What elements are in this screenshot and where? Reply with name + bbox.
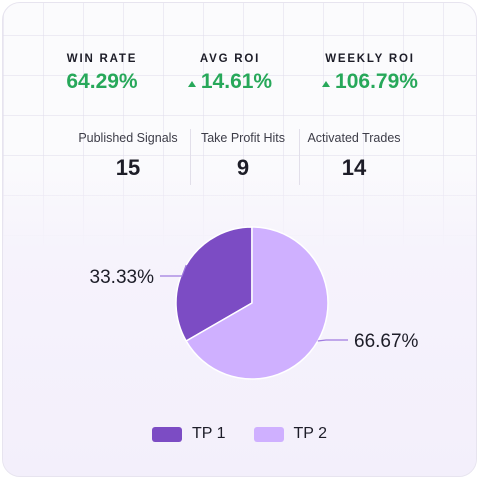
pie-leader-line xyxy=(317,339,348,342)
legend-label: TP 2 xyxy=(293,425,328,442)
pie-data-label: 33.33% xyxy=(90,267,155,288)
pie-slice-2[interactable] xyxy=(185,226,329,380)
stat-value: 15 xyxy=(115,155,141,180)
arrow-up-icon xyxy=(187,81,196,87)
metric-weekly-roi: WEEKLY ROI 106.79% xyxy=(300,53,440,94)
stat-take-profit-hits: Take Profit Hits 9 xyxy=(188,131,298,181)
legend-swatch xyxy=(253,426,284,442)
legend-item-tp2[interactable]: TP 2 xyxy=(253,425,328,443)
metric-avg-roi: AVG ROI 14.61% xyxy=(160,53,300,94)
metric-label: WIN RATE xyxy=(66,53,138,65)
arrow-up-icon xyxy=(322,81,331,87)
legend-label: TP 1 xyxy=(192,425,226,442)
stat-label: Published Signals xyxy=(78,131,178,145)
metric-win-rate: WIN RATE 64.29% xyxy=(32,53,172,94)
metric-value: 106.79% xyxy=(335,70,418,93)
metric-value: 64.29% xyxy=(66,70,138,93)
divider xyxy=(299,129,300,185)
stat-label: Activated Trades xyxy=(307,131,401,145)
divider xyxy=(190,129,191,185)
legend-swatch xyxy=(152,426,182,442)
chart-legend: TP 1 TP 2 xyxy=(3,425,476,443)
metric-value: 14.61% xyxy=(200,70,273,93)
pie-data-label: 66.67% xyxy=(354,331,419,352)
stat-activated-trades: Activated Trades 14 xyxy=(299,131,409,181)
pie-leader-line xyxy=(160,264,187,277)
stat-value: 14 xyxy=(341,155,367,180)
stat-published-signals: Published Signals 15 xyxy=(73,131,183,181)
stat-value: 9 xyxy=(236,155,250,180)
metric-label: WEEKLY ROI xyxy=(325,53,415,65)
metric-label: AVG ROI xyxy=(199,53,261,65)
legend-item-tp1[interactable]: TP 1 xyxy=(152,425,226,443)
stat-label: Take Profit Hits xyxy=(200,131,286,145)
pie-chart: 33.33% 66.67% xyxy=(90,226,419,380)
